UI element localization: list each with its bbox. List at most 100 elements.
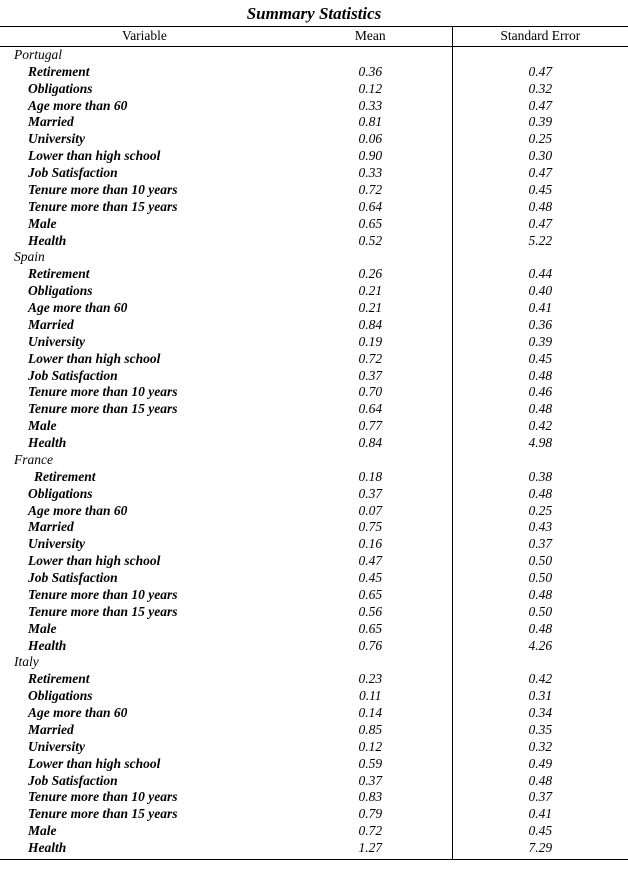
variable-label: Job Satisfaction <box>0 773 289 790</box>
se-value: 0.38 <box>452 469 628 486</box>
se-value: 0.42 <box>452 671 628 688</box>
mean-value: 0.33 <box>289 98 452 115</box>
variable-label: Age more than 60 <box>0 300 289 317</box>
variable-label: Age more than 60 <box>0 503 289 520</box>
mean-value: 1.27 <box>289 840 452 859</box>
country-label: Italy <box>0 654 289 671</box>
se-value: 4.26 <box>452 638 628 655</box>
variable-label: Married <box>0 114 289 131</box>
mean-value: 0.72 <box>289 823 452 840</box>
se-value: 0.42 <box>452 418 628 435</box>
table-row: Tenure more than 10 years0.650.48 <box>0 587 628 604</box>
mean-value: 0.90 <box>289 148 452 165</box>
variable-label: Retirement <box>0 64 289 81</box>
variable-label: Male <box>0 823 289 840</box>
table-row: University0.160.37 <box>0 536 628 553</box>
se-value: 0.37 <box>452 536 628 553</box>
mean-value: 0.37 <box>289 486 452 503</box>
table-row: Age more than 600.070.25 <box>0 503 628 520</box>
table-row: Tenure more than 15 years0.640.48 <box>0 199 628 216</box>
mean-value: 0.26 <box>289 266 452 283</box>
variable-label: Married <box>0 317 289 334</box>
se-value: 0.50 <box>452 604 628 621</box>
mean-value: 0.75 <box>289 519 452 536</box>
mean-value: 0.70 <box>289 384 452 401</box>
mean-value: 0.45 <box>289 570 452 587</box>
se-value: 0.48 <box>452 401 628 418</box>
mean-value: 0.84 <box>289 435 452 452</box>
table-title: Summary Statistics <box>0 0 628 26</box>
table-row: Retirement0.230.42 <box>0 671 628 688</box>
country-mean-empty <box>289 654 452 671</box>
table-row: University0.060.25 <box>0 131 628 148</box>
se-value: 0.45 <box>452 182 628 199</box>
mean-value: 0.33 <box>289 165 452 182</box>
variable-label: Job Satisfaction <box>0 165 289 182</box>
table-row: Lower than high school0.590.49 <box>0 756 628 773</box>
se-value: 0.50 <box>452 570 628 587</box>
table-row: Tenure more than 15 years0.790.41 <box>0 806 628 823</box>
se-value: 0.32 <box>452 739 628 756</box>
variable-label: Tenure more than 15 years <box>0 401 289 418</box>
se-value: 0.39 <box>452 114 628 131</box>
variable-label: Tenure more than 10 years <box>0 587 289 604</box>
mean-value: 0.06 <box>289 131 452 148</box>
mean-value: 0.72 <box>289 351 452 368</box>
mean-value: 0.72 <box>289 182 452 199</box>
table-row: Health1.277.29 <box>0 840 628 859</box>
variable-label: Retirement <box>0 469 289 486</box>
se-value: 0.48 <box>452 486 628 503</box>
variable-label: Retirement <box>0 671 289 688</box>
table-row: Age more than 600.210.41 <box>0 300 628 317</box>
mean-value: 0.77 <box>289 418 452 435</box>
variable-label: Obligations <box>0 81 289 98</box>
table-row: Obligations0.210.40 <box>0 283 628 300</box>
variable-label: Lower than high school <box>0 148 289 165</box>
table-row: Male0.650.48 <box>0 621 628 638</box>
se-value: 5.22 <box>452 233 628 250</box>
country-row: Spain <box>0 249 628 266</box>
country-se-empty <box>452 654 628 671</box>
mean-value: 0.56 <box>289 604 452 621</box>
variable-label: University <box>0 131 289 148</box>
variable-label: Lower than high school <box>0 351 289 368</box>
country-row: Italy <box>0 654 628 671</box>
se-value: 0.41 <box>452 300 628 317</box>
table-row: Lower than high school0.720.45 <box>0 351 628 368</box>
se-value: 0.47 <box>452 165 628 182</box>
variable-label: Health <box>0 840 289 859</box>
variable-label: Lower than high school <box>0 553 289 570</box>
variable-label: Tenure more than 15 years <box>0 199 289 216</box>
header-mean: Mean <box>289 27 452 47</box>
se-value: 0.32 <box>452 81 628 98</box>
se-value: 0.48 <box>452 368 628 385</box>
mean-value: 0.59 <box>289 756 452 773</box>
table-row: Married0.750.43 <box>0 519 628 536</box>
se-value: 0.46 <box>452 384 628 401</box>
se-value: 0.48 <box>452 621 628 638</box>
mean-value: 0.16 <box>289 536 452 553</box>
header-row: Variable Mean Standard Error <box>0 27 628 47</box>
mean-value: 0.47 <box>289 553 452 570</box>
se-value: 0.25 <box>452 131 628 148</box>
mean-value: 0.21 <box>289 283 452 300</box>
variable-label: Health <box>0 638 289 655</box>
variable-label: Obligations <box>0 486 289 503</box>
table-row: Tenure more than 15 years0.640.48 <box>0 401 628 418</box>
variable-label: Job Satisfaction <box>0 368 289 385</box>
mean-value: 0.18 <box>289 469 452 486</box>
country-mean-empty <box>289 452 452 469</box>
se-value: 0.50 <box>452 553 628 570</box>
se-value: 0.47 <box>452 98 628 115</box>
table-row: Job Satisfaction0.450.50 <box>0 570 628 587</box>
table-row: Obligations0.120.32 <box>0 81 628 98</box>
table-row: Tenure more than 15 years0.560.50 <box>0 604 628 621</box>
table-row: Lower than high school0.470.50 <box>0 553 628 570</box>
variable-label: Male <box>0 216 289 233</box>
variable-label: Obligations <box>0 283 289 300</box>
country-se-empty <box>452 249 628 266</box>
header-variable: Variable <box>0 27 289 47</box>
table-row: Age more than 600.140.34 <box>0 705 628 722</box>
table-row: Obligations0.110.31 <box>0 688 628 705</box>
variable-label: Tenure more than 15 years <box>0 604 289 621</box>
